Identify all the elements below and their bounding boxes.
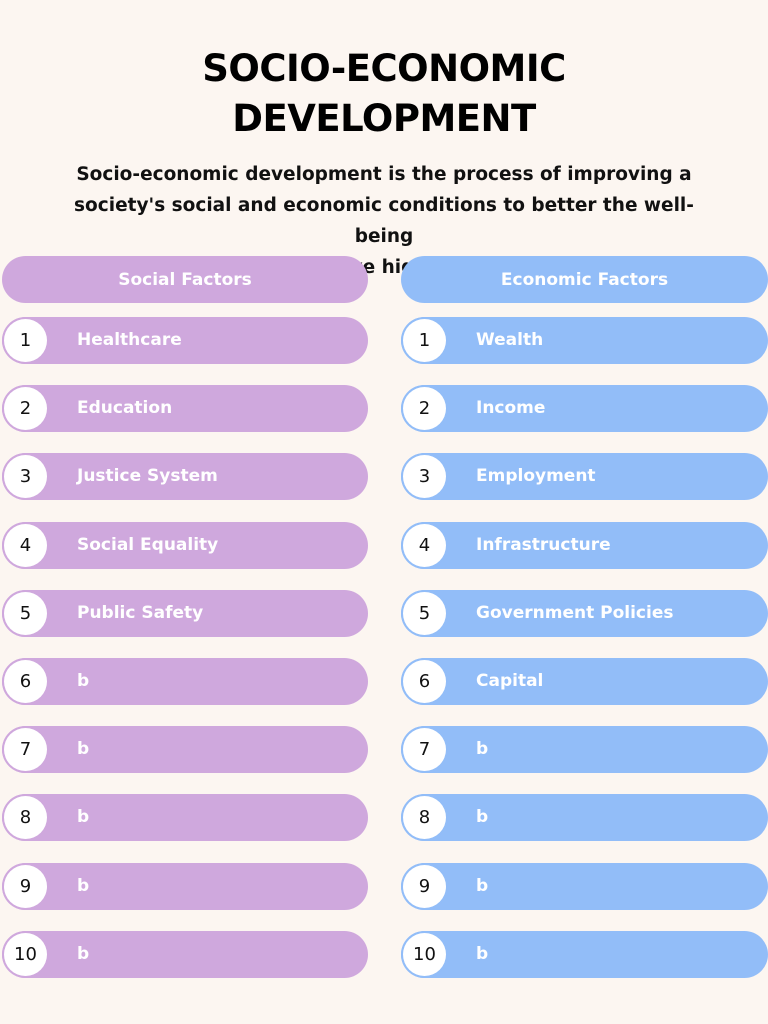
list-item: 5 Government Policies: [401, 589, 768, 637]
item-number-badge: 3: [403, 455, 446, 499]
economic-factors-column: Economic Factors 1 Wealth 2 Income 3 Employme…: [401, 256, 768, 978]
item-label: Capital: [476, 671, 544, 691]
item-pill: [2, 521, 368, 569]
item-pill: [2, 930, 368, 978]
item-pill: [2, 453, 368, 501]
item-pill: [401, 317, 768, 364]
title-line: SOCIO-ECONOMIC: [202, 47, 566, 90]
item-pill: [401, 862, 768, 910]
item-pill: [401, 453, 768, 501]
item-number-badge: 4: [403, 523, 446, 567]
item-pill: [2, 385, 368, 433]
intro-line: society's social and economic conditions…: [74, 195, 694, 247]
item-number-badge: 6: [4, 660, 47, 703]
item-number-badge: 2: [4, 387, 47, 431]
item-label: Education: [77, 398, 173, 419]
social-factors-column: Social Factors 1 Healthcare 2 Education 3 Jus…: [2, 256, 368, 978]
item-number-badge: 5: [4, 591, 47, 635]
item-number-badge: 8: [403, 796, 446, 840]
item-pill: [401, 385, 768, 433]
item-pill: [401, 726, 768, 774]
list-item: 2 Education: [2, 385, 368, 433]
item-pill: [2, 317, 368, 364]
social-factors-header: Social Factors: [2, 256, 368, 303]
title-line: DEVELOPMENT: [232, 97, 536, 140]
list-item: 1 Wealth: [401, 317, 768, 364]
item-number-badge: 4: [4, 523, 47, 567]
item-pill: [2, 658, 368, 705]
item-number-badge: 9: [4, 864, 47, 908]
item-pill: [2, 726, 368, 774]
item-label: b: [77, 943, 90, 964]
item-label: b: [476, 807, 489, 828]
item-pill: [2, 862, 368, 910]
item-number-badge: 2: [403, 387, 446, 431]
list-item: 6 Capital: [401, 658, 768, 705]
item-label: b: [77, 875, 90, 896]
item-label: Employment: [476, 466, 596, 487]
item-pill: [401, 658, 768, 705]
item-label: Healthcare: [77, 330, 182, 350]
list-item: 4 Social Equality: [2, 521, 368, 569]
list-item: 1 Healthcare: [2, 317, 368, 364]
item-label: b: [476, 875, 489, 896]
page-title: SOCIO-ECONOMIC DEVELOPMENT: [0, 44, 768, 144]
item-pill: [401, 521, 768, 569]
item-label: b: [77, 807, 90, 828]
list-item: 2 Income: [401, 385, 768, 433]
item-number-badge: 3: [4, 455, 47, 499]
item-number-badge: 7: [403, 728, 446, 772]
item-number-badge: 8: [4, 796, 47, 840]
item-number-badge: 10: [4, 932, 47, 976]
intro-line: Socio-economic development is the proces…: [76, 164, 692, 185]
item-label: Justice System: [77, 466, 218, 487]
item-number-badge: 5: [403, 591, 446, 635]
item-label: b: [77, 739, 90, 760]
item-label: Government Policies: [476, 602, 674, 623]
item-number-badge: 1: [403, 319, 446, 362]
item-label: b: [476, 739, 489, 760]
item-pill: [401, 930, 768, 978]
list-item: 4 Infrastructure: [401, 521, 768, 569]
item-number-badge: 9: [403, 864, 446, 908]
item-pill: [401, 589, 768, 637]
list-item: 3 Employment: [401, 453, 768, 501]
item-pill: [2, 794, 368, 842]
item-label: b: [476, 943, 489, 964]
list-item: 3 Justice System: [2, 453, 368, 501]
item-label: b: [77, 671, 90, 691]
item-number-badge: 1: [4, 319, 47, 362]
item-number-badge: 10: [403, 932, 446, 976]
list-item: 10 b: [2, 930, 368, 978]
item-label: Infrastructure: [476, 534, 611, 555]
item-pill: [401, 794, 768, 842]
item-label: Public Safety: [77, 602, 204, 623]
item-pill: [2, 589, 368, 637]
economic-factors-header: Economic Factors: [401, 256, 768, 303]
item-number-badge: 7: [4, 728, 47, 772]
item-label: Social Equality: [77, 534, 219, 555]
list-item: 10 b: [401, 930, 768, 978]
list-item: 5 Public Safety: [2, 589, 368, 637]
item-label: Wealth: [476, 330, 544, 350]
item-number-badge: 6: [403, 660, 446, 703]
item-label: Income: [476, 398, 546, 419]
